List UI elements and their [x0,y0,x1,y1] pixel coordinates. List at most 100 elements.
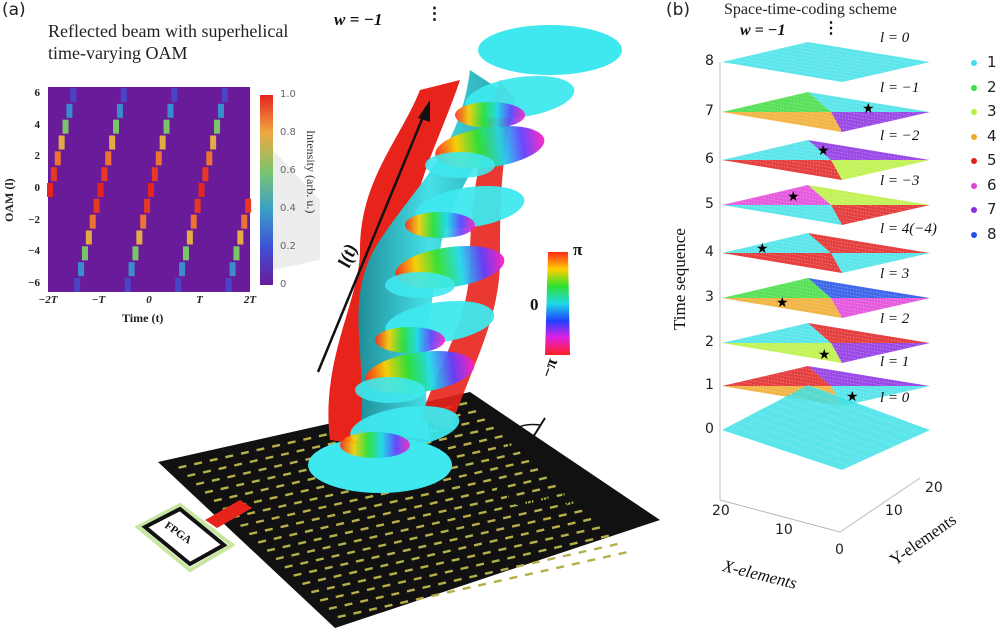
panel-b-label: (b) [666,0,691,20]
heatmap-cell [74,278,81,292]
panel-a-title-line2: time-varying OAM [48,43,188,63]
coding-sector [831,112,930,132]
coding-layer [722,277,931,318]
panel-a-title-line1: Reflected beam with superhelical [48,21,289,41]
time-tick: 2 [705,334,714,350]
superhelical-beam [308,25,622,493]
heatmap-cell [182,246,189,261]
heatmap-cell [221,88,228,102]
heatmap-cell [97,183,104,197]
colorbar-shadow [273,150,320,270]
coding-sector [831,386,930,406]
heatmap-cell [81,246,88,261]
coding-sector [722,62,842,82]
oam-layer-label: l = −1 [880,80,920,96]
heatmap-cell [47,183,53,197]
oam-layer-label: l = 0 [880,390,910,406]
coding-sector [722,278,831,298]
legend-dot-icon [971,133,977,140]
heatmap-cell [54,151,61,166]
heatmap-cell [93,198,100,213]
oam-layer-label: l = 4(−4) [880,221,937,237]
coding-sector [831,430,930,470]
heatmap-cell [89,214,96,229]
coding-layer [722,232,931,273]
heatmap-cell [225,278,232,292]
oam-layer-label: l = 2 [880,311,910,327]
coding-sector [722,233,831,253]
coding-sector [722,42,831,62]
x-elements-tick: 0 [835,542,844,558]
coding-layer [722,384,931,470]
phase-zero-label: 0 [530,295,539,314]
heatmap-ylabel: OAM (l) [2,178,16,222]
time-tick: 8 [705,53,714,69]
heatmap-cell [175,278,182,292]
coding-sector [722,185,831,205]
coding-layer [722,91,931,132]
legend-dot-icon [971,60,977,66]
heatmap-cell [245,198,252,213]
star-marker-icon: ★ [846,389,859,405]
heatmap-cell [194,198,201,213]
legend-dot-icon [971,84,977,91]
heatmap-cell [66,103,73,118]
legend-label: 5 [987,151,997,169]
heatmap-cell [186,230,193,245]
coding-sector [722,323,831,343]
heatmap-cell [233,246,240,261]
ellipsis-b: ⋮ [823,20,839,37]
time-tick: 7 [705,103,714,119]
colorbar-tick: 1.0 [280,89,296,100]
star-marker-icon: ★ [818,347,831,363]
heatmap-cell [241,214,248,229]
oam-heatmap [47,87,252,292]
coding-sector [722,160,842,180]
intensity-colorbar [260,95,273,285]
heatmap-cell [124,278,131,292]
coding-layer [722,139,931,180]
colorbar-label: Intensity (arb. u.) [304,130,318,214]
heatmap-cell [70,88,77,102]
heatmap-cell [171,88,178,102]
heatmap-xlabel: Time (t) [122,311,164,325]
oam-layer-label: l = 3 [880,266,910,282]
colorbar-tick: 0.6 [280,165,296,176]
heatmap-cell [78,262,85,277]
heatmap-cell [202,167,209,182]
3d-axes [719,62,921,533]
panel-b-title: Space-time-coding scheme [724,1,897,18]
coding-sector [722,385,831,430]
heatmap-ytick: 6 [34,87,41,99]
coding-sector [722,205,842,225]
time-tick: 3 [705,289,714,305]
heatmap-cell [155,151,162,166]
heatmap-cell [167,103,174,118]
heatmap-cell [58,135,65,150]
heatmap-cell [140,214,147,229]
heatmap-cell [151,167,158,182]
phase-pi-label: π [573,240,583,259]
heatmap-cell [148,183,154,197]
heatmap-cell [229,262,236,277]
star-marker-icon: ★ [756,241,769,257]
heatmap-cell [210,135,217,150]
colorbar-tick: 0 [280,279,287,290]
heatmap-xtick: 2T [243,294,257,306]
coding-sector [831,253,930,273]
legend-label: 2 [987,77,997,96]
coding-sector [808,385,930,430]
ellipsis-a: ⋮ [426,4,443,23]
heatmap-cell [237,230,244,245]
legend-dot-icon [971,158,977,164]
oam-layer-label: l = −3 [880,173,920,189]
x-elements-tick: 10 [775,522,793,538]
y-elements-tick: 20 [925,480,943,496]
coding-sector [722,366,831,386]
heatmap-cell [144,198,151,213]
colorbar-tick: 0.8 [280,127,296,138]
coding-sector [722,298,842,318]
heatmap-ytick: 4 [34,118,41,131]
legend-dot-icon [971,182,977,189]
